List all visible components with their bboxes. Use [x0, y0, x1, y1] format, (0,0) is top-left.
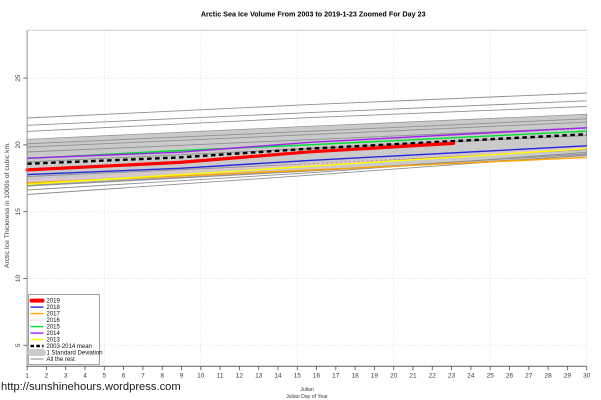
svg-text:2014: 2014 — [47, 331, 61, 337]
svg-text:8: 8 — [160, 372, 164, 379]
svg-text:26: 26 — [506, 372, 514, 379]
svg-text:30: 30 — [583, 372, 591, 379]
svg-text:14: 14 — [274, 372, 282, 379]
svg-text:25: 25 — [15, 74, 22, 82]
svg-text:Julian: Julian — [300, 387, 314, 393]
svg-text:1: 1 — [25, 372, 29, 379]
svg-text:6: 6 — [122, 372, 126, 379]
svg-text:2017: 2017 — [47, 312, 61, 318]
svg-text:3: 3 — [64, 372, 68, 379]
svg-text:11: 11 — [217, 372, 224, 379]
svg-text:Arctic Ice Thickness in 1000s: Arctic Ice Thickness in 1000s of cubic k… — [4, 142, 11, 268]
svg-text:20: 20 — [390, 372, 398, 379]
svg-text:22: 22 — [429, 372, 437, 379]
svg-text:2016: 2016 — [47, 318, 61, 324]
svg-text:25: 25 — [487, 372, 495, 379]
svg-text:2013: 2013 — [47, 338, 61, 344]
svg-text:10: 10 — [197, 372, 205, 379]
svg-text:5: 5 — [15, 343, 22, 347]
svg-text:16: 16 — [313, 372, 321, 379]
svg-text:21: 21 — [409, 372, 417, 379]
svg-text:http://sunshinehours.wordpress: http://sunshinehours.wordpress.com — [1, 381, 181, 393]
svg-text:23: 23 — [448, 372, 456, 379]
svg-text:2015: 2015 — [47, 325, 61, 331]
svg-text:17: 17 — [332, 372, 340, 379]
svg-text:29: 29 — [564, 372, 572, 379]
svg-text:2018: 2018 — [47, 305, 61, 311]
svg-text:2003-2014 mean: 2003-2014 mean — [47, 344, 92, 350]
svg-text:15: 15 — [15, 208, 22, 216]
svg-text:24: 24 — [467, 372, 475, 379]
svg-text:2019: 2019 — [47, 299, 61, 305]
svg-text:Julian Day of Year: Julian Day of Year — [286, 394, 328, 400]
svg-text:28: 28 — [544, 372, 552, 379]
svg-text:10: 10 — [15, 275, 22, 283]
svg-text:20: 20 — [15, 141, 22, 149]
svg-text:19: 19 — [371, 372, 379, 379]
svg-text:Arctic Sea Ice Volume From 200: Arctic Sea Ice Volume From 2003 to 2019-… — [201, 9, 426, 18]
svg-text:18: 18 — [351, 372, 359, 379]
svg-text:7: 7 — [141, 372, 145, 379]
svg-text:9: 9 — [180, 372, 184, 379]
svg-text:1 Standard Deviation: 1 Standard Deviation — [47, 351, 103, 357]
svg-text:5: 5 — [102, 372, 106, 379]
svg-text:2: 2 — [45, 372, 49, 379]
svg-text:All the rest: All the rest — [47, 357, 76, 363]
svg-text:13: 13 — [255, 372, 263, 379]
svg-text:4: 4 — [83, 372, 87, 379]
svg-text:27: 27 — [525, 372, 533, 379]
svg-text:12: 12 — [236, 372, 244, 379]
svg-text:15: 15 — [294, 372, 302, 379]
